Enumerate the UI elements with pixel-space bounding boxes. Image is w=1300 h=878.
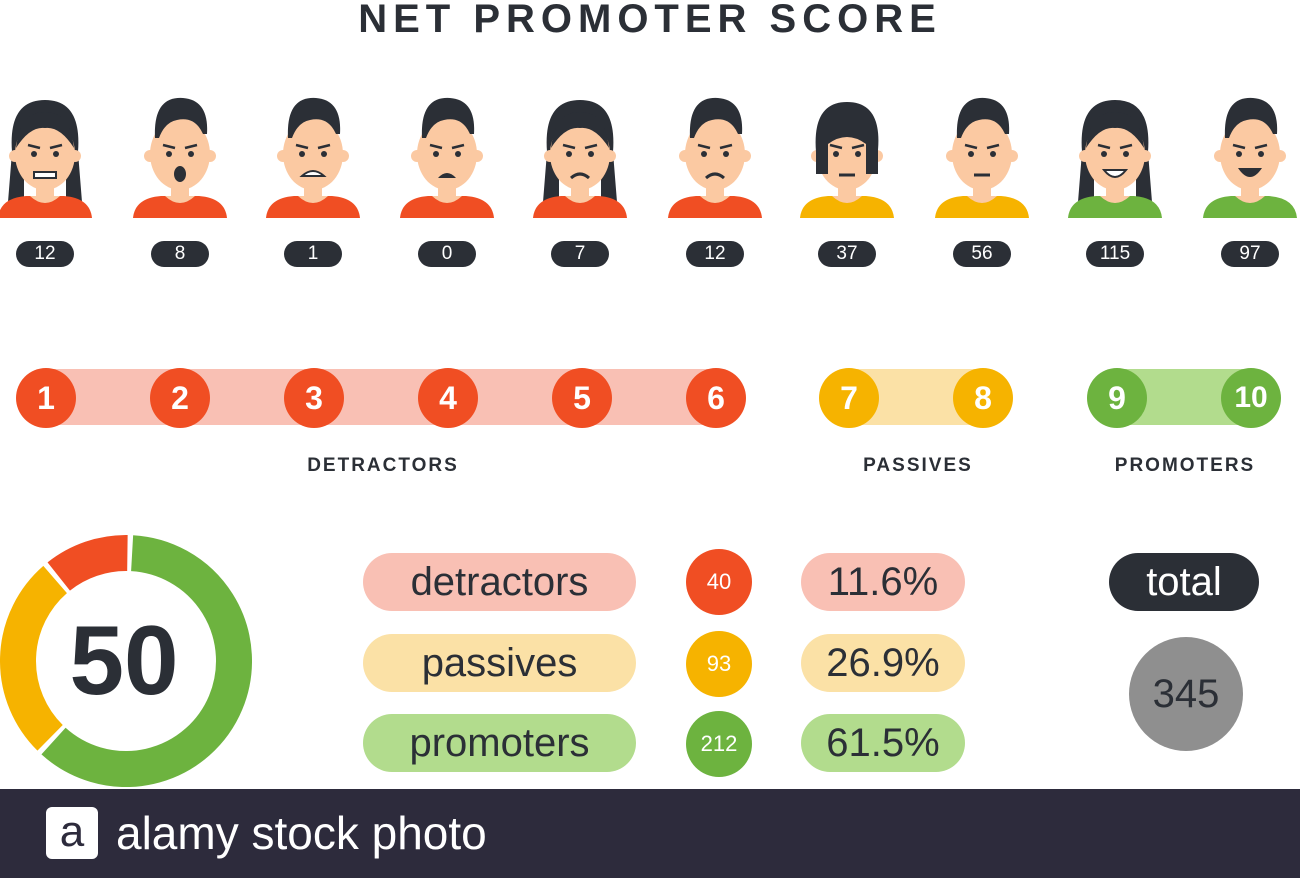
promoters-pill: promoters [363, 714, 636, 772]
response-count-pill: 12 [686, 241, 744, 267]
face-avatar-icon [525, 90, 635, 220]
score-9: 9 [1087, 368, 1147, 428]
detractors-pill: detractors [363, 553, 636, 611]
alamy-logo-icon: a [46, 807, 98, 859]
face-avatar-icon [660, 90, 770, 220]
passives-label: PASSIVES [863, 455, 973, 476]
score-10: 10 [1221, 368, 1281, 428]
face-avatar-icon [258, 90, 368, 220]
detractors-count: 40 [686, 549, 752, 615]
response-count-pill: 0 [418, 241, 476, 267]
score-8: 8 [953, 368, 1013, 428]
response-count-pill: 8 [151, 241, 209, 267]
score-1: 1 [16, 368, 76, 428]
response-count-pill: 115 [1086, 241, 1144, 267]
score-6: 6 [686, 368, 746, 428]
promoters-label: PROMOTERS [1114, 455, 1256, 476]
score-2: 2 [150, 368, 210, 428]
detractors-percent: 11.6% [801, 553, 965, 611]
gauge-segment-detractors [47, 535, 128, 591]
detractors-band [18, 369, 744, 425]
response-count-pill: 56 [953, 241, 1011, 267]
nps-score-value: 50 [69, 605, 179, 715]
footer-bar: a alamy stock photo [0, 789, 1300, 878]
passives-pill: passives [363, 634, 636, 692]
score-7: 7 [819, 368, 879, 428]
gauge-segment-passives [0, 565, 68, 751]
face-avatar-icon [125, 90, 235, 220]
response-count-pill: 97 [1221, 241, 1279, 267]
nps-gauge [0, 535, 252, 787]
face-avatar-icon [1195, 90, 1300, 220]
face-avatar-icon [0, 90, 100, 220]
total-value: 345 [1129, 637, 1243, 751]
face-avatar-icon [792, 90, 902, 220]
response-count-pill: 12 [16, 241, 74, 267]
detractors-label: DETRACTORS [307, 455, 459, 476]
score-5: 5 [552, 368, 612, 428]
response-count-pill: 1 [284, 241, 342, 267]
promoters-count: 212 [686, 711, 752, 777]
footer-text: alamy stock photo [116, 807, 487, 859]
face-avatar-icon [392, 90, 502, 220]
face-avatar-icon [1060, 90, 1170, 220]
score-3: 3 [284, 368, 344, 428]
promoters-percent: 61.5% [801, 714, 965, 772]
response-count-pill: 7 [551, 241, 609, 267]
response-count-pill: 37 [818, 241, 876, 267]
page-title: NET PROMOTER SCORE [358, 0, 942, 41]
total-label: total [1109, 553, 1259, 611]
gauge-segment-promoters [41, 535, 252, 787]
passives-count: 93 [686, 631, 752, 697]
score-4: 4 [418, 368, 478, 428]
passives-percent: 26.9% [801, 634, 965, 692]
face-avatar-icon [927, 90, 1037, 220]
